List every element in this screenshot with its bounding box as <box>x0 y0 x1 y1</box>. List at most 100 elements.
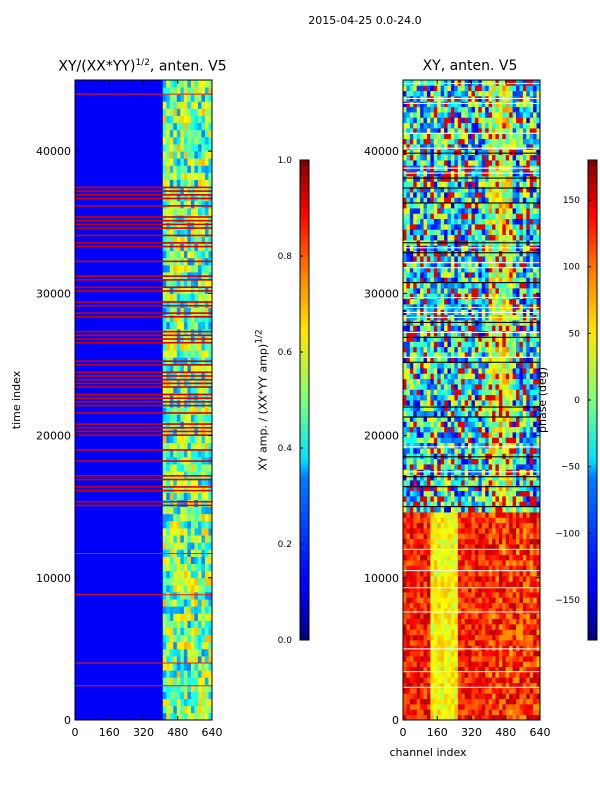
right-heatmap-cell <box>468 560 472 566</box>
right-heatmap-cell <box>533 341 537 348</box>
right-heatmap-cell <box>516 672 520 678</box>
left-heatmap-cell <box>169 286 174 294</box>
right-heatmap-cell <box>495 362 500 369</box>
right-heatmap-cell <box>498 362 503 369</box>
right-heatmap-cell <box>512 357 517 364</box>
left-heatmap-cell <box>169 314 174 323</box>
right-heatmap-cell <box>509 234 513 241</box>
left-heatmap-cell <box>190 414 195 422</box>
right-heatmap-cell <box>474 645 479 652</box>
left-heatmap-cell <box>169 151 174 159</box>
right-heatmap-cell <box>512 501 517 508</box>
left-heatmap-cell <box>201 449 206 458</box>
right-heatmap-cell <box>498 352 503 358</box>
right-heatmap-cell <box>457 250 462 257</box>
left-heatmap-cell <box>166 712 171 720</box>
right-heatmap-cell <box>413 544 418 550</box>
right-heatmap-cell <box>464 650 469 657</box>
left-heatmap-cell <box>180 620 185 628</box>
right-heatmap-cell <box>444 650 448 657</box>
right-heatmap-cell <box>454 293 459 300</box>
right-heatmap-cell <box>409 613 414 620</box>
right-heatmap-cell <box>536 400 540 406</box>
right-heatmap-cell <box>478 560 483 566</box>
left-heatmap-cell <box>208 435 212 444</box>
right-heatmap-cell <box>450 288 455 294</box>
right-heatmap-cell <box>485 272 490 278</box>
right-heatmap-cell <box>447 277 452 284</box>
right-heatmap-cell <box>474 304 479 310</box>
right-heatmap-cell <box>409 682 414 689</box>
right-heatmap-cell <box>533 293 537 300</box>
right-heatmap-cell <box>485 298 490 305</box>
right-heatmap-cell <box>526 378 531 385</box>
right-heatmap-cell <box>485 672 490 678</box>
left-heatmap-stripe <box>75 401 212 403</box>
right-heatmap-cell <box>488 581 493 588</box>
right-heatmap-cell <box>526 682 531 689</box>
left-heatmap-cell <box>169 613 174 621</box>
right-heatmap-cell <box>474 586 479 593</box>
right-heatmap-cell <box>430 693 435 700</box>
left-heatmap-cell <box>197 385 202 394</box>
right-heatmap-cell <box>478 661 483 668</box>
left-heatmap-cell <box>166 663 171 671</box>
right-heatmap-cell <box>440 272 445 278</box>
left-heatmap-cell <box>166 108 171 116</box>
right-heatmap-cell <box>488 693 493 700</box>
right-heatmap-cell <box>416 368 421 374</box>
right-heatmap-cell <box>519 634 524 641</box>
left-heatmap-cell <box>204 499 209 508</box>
left-heatmap-cell <box>190 122 195 131</box>
right-heatmap-cell <box>420 634 424 641</box>
right-heatmap-cell <box>464 346 469 353</box>
left-heatmap-cell <box>183 506 188 515</box>
right-heatmap-cell <box>403 576 407 582</box>
right-heatmap-cell <box>495 661 500 668</box>
right-heatmap-cell <box>474 400 479 406</box>
right-heatmap-cell <box>416 656 421 662</box>
right-heatmap-cell <box>529 618 534 625</box>
right-heatmap-cell <box>474 394 479 401</box>
right-heatmap-cell <box>464 458 469 465</box>
right-heatmap-cell <box>492 618 496 625</box>
right-heatmap-cell <box>457 266 462 273</box>
left-heatmap-cell <box>183 648 188 657</box>
right-heatmap-cell <box>450 496 455 502</box>
left-heatmap-cell <box>201 634 206 643</box>
right-heatmap-cell <box>492 522 496 529</box>
right-heatmap-cell <box>413 672 418 678</box>
right-heatmap-cell <box>426 304 431 310</box>
right-heatmap-cell <box>420 282 424 289</box>
left-heatmap-cell <box>180 577 185 586</box>
right-heatmap-cell <box>423 272 428 278</box>
left-heatmap-cell <box>208 250 212 259</box>
right-heatmap-cell <box>416 234 421 241</box>
right-heatmap-cell <box>471 341 476 348</box>
right-heatmap-cell <box>509 282 513 289</box>
left-heatmap-cell <box>190 449 195 458</box>
right-heatmap-cell <box>485 624 490 630</box>
right-heatmap-cell <box>461 549 466 556</box>
right-heatmap-cell <box>454 437 459 444</box>
right-heatmap-cell <box>468 405 472 412</box>
right-heatmap-cell <box>492 592 496 598</box>
right-heatmap-cell <box>454 645 459 652</box>
right-heatmap-cell <box>533 234 537 241</box>
right-heatmap-cell <box>430 634 435 641</box>
right-heatmap-cell <box>471 352 476 358</box>
right-heatmap-cell <box>450 672 455 678</box>
right-heatmap-cell <box>516 304 520 310</box>
left-heatmap-cell <box>201 698 206 707</box>
right-heatmap-cell <box>533 629 537 636</box>
right-heatmap-cell <box>440 613 445 620</box>
right-heatmap-cell <box>485 490 490 497</box>
left-heatmap-cell <box>187 94 192 102</box>
left-heatmap-cell <box>180 563 185 572</box>
left-heatmap-cell <box>166 556 171 564</box>
left-heatmap-cell <box>162 328 167 337</box>
right-heatmap-cell <box>447 528 452 534</box>
right-heatmap-cell <box>471 421 476 428</box>
left-heatmap-cell <box>173 656 178 664</box>
